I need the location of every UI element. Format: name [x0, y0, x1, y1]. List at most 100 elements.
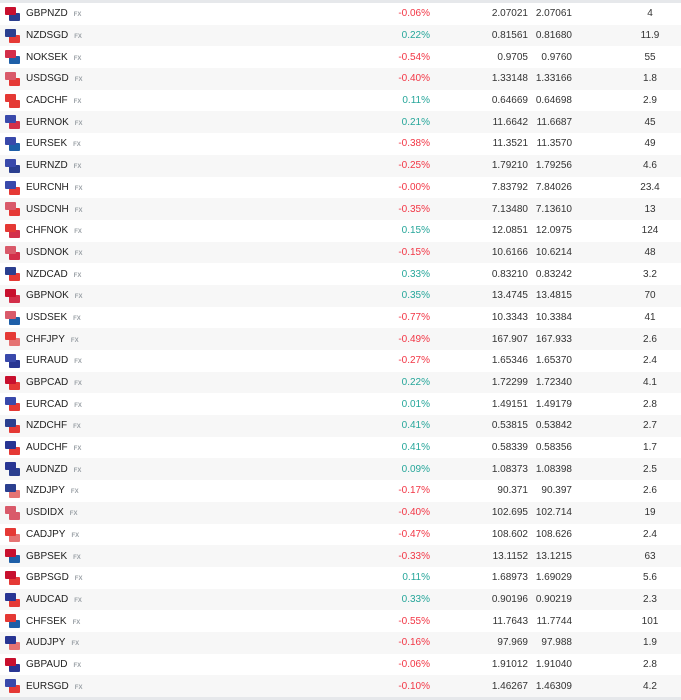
change-percent: 0.22% — [401, 30, 430, 42]
spread: 2.5 — [643, 463, 657, 475]
symbol-label: USDNOK — [26, 246, 69, 258]
symbol-name: USDSEK FX — [26, 312, 81, 323]
spread: 124 — [641, 225, 659, 237]
table-row[interactable]: NZDCHF FX 0.41% 0.53815 0.53842 2.7 — [0, 415, 681, 437]
ask-price: 0.64698 — [535, 95, 572, 107]
table-row[interactable]: CADJPY FX -0.47% 108.602 108.626 2.4 — [0, 524, 681, 546]
table-row[interactable]: GBPSGD FX 0.11% 1.68973 1.69029 5.6 — [0, 567, 681, 589]
market-tag: FX — [74, 597, 82, 604]
spread: 1.8 — [643, 73, 657, 85]
table-row[interactable]: GBPSEK FX -0.33% 13.1152 13.1215 63 — [0, 545, 681, 567]
table-row[interactable]: NZDJPY FX -0.17% 90.371 90.397 2.6 — [0, 480, 681, 502]
table-row[interactable]: CHFNOK FX 0.15% 12.0851 12.0975 124 — [0, 220, 681, 242]
symbol-name: CADCHF FX — [26, 95, 81, 106]
table-row[interactable]: GBPNZD FX -0.06% 2.07021 2.07061 4 — [0, 3, 681, 25]
bid-price: 11.6642 — [492, 116, 528, 128]
table-row[interactable]: USDIDX FX -0.40% 102.695 102.714 19 — [0, 501, 681, 524]
table-row[interactable]: GBPNOK FX 0.35% 13.4745 13.4815 70 — [0, 284, 681, 307]
change-percent: -0.47% — [398, 528, 430, 540]
market-tag: FX — [69, 511, 78, 518]
bid-price: 7.83792 — [491, 181, 528, 193]
bid-price: 102.695 — [491, 507, 528, 519]
symbol-label: CHFNOK — [26, 225, 69, 237]
table-row[interactable]: GBPCAD FX 0.22% 1.72299 1.72340 4.1 — [0, 371, 681, 394]
table-row[interactable]: CADCHF FX 0.11% 0.64669 0.64698 2.9 — [0, 90, 681, 112]
symbol-label: CADCHF — [26, 95, 68, 107]
table-row[interactable]: NZDCAD FX 0.33% 0.83210 0.83242 3.2 — [0, 263, 681, 285]
symbol-name: EURNOK FX — [26, 117, 82, 128]
symbol-name: GBPSEK FX — [26, 551, 81, 562]
table-row[interactable]: USDSGD FX -0.40% 1.33148 1.33166 1.8 — [0, 68, 681, 90]
change-percent: -0.06% — [398, 8, 430, 20]
symbol-name: GBPSGD FX — [26, 572, 82, 583]
ask-price: 0.83242 — [535, 268, 572, 280]
symbol-name: AUDNZD FX — [26, 464, 81, 475]
ask-price: 1.91040 — [535, 658, 572, 670]
ask-price: 0.9760 — [541, 51, 572, 63]
table-row[interactable]: EURCAD FX 0.01% 1.49151 1.49179 2.8 — [0, 393, 681, 415]
symbol-label: CADJPY — [26, 528, 66, 540]
spread: 63 — [644, 550, 656, 562]
ask-price: 90.397 — [541, 485, 572, 497]
spread: 2.6 — [643, 333, 657, 345]
currency-flag-icon — [5, 592, 20, 607]
bid-price: 10.6166 — [491, 246, 528, 258]
table-row[interactable]: EURAUD FX -0.27% 1.65346 1.65370 2.4 — [0, 350, 681, 372]
change-percent: 0.22% — [401, 377, 430, 389]
table-row[interactable]: GBPAUD FX -0.06% 1.91012 1.91040 2.8 — [0, 654, 681, 676]
market-tag: FX — [73, 164, 82, 171]
bid-price: 12.0851 — [491, 225, 528, 237]
market-tag: FX — [73, 12, 82, 19]
table-row[interactable]: EURNZD FX -0.25% 1.79210 1.79256 4.6 — [0, 154, 681, 177]
symbol-name: CHFSEK FX — [26, 616, 80, 627]
change-percent: 0.11% — [402, 572, 430, 584]
table-row[interactable]: EURSGD FX -0.10% 1.46267 1.46309 4.2 — [0, 675, 681, 697]
bid-price: 0.83210 — [491, 268, 528, 280]
table-row[interactable]: AUDCHF FX 0.41% 0.58339 0.58356 1.7 — [0, 437, 681, 459]
symbol-label: EURSEK — [26, 138, 68, 150]
currency-flag-icon — [5, 28, 20, 43]
symbol-name: GBPNOK FX — [26, 290, 82, 301]
symbol-label: USDSEK — [26, 311, 68, 323]
table-row[interactable]: CHFSEK FX -0.55% 11.7643 11.7744 101 — [0, 610, 681, 632]
bid-price: 1.91012 — [491, 658, 528, 670]
currency-flag-icon — [5, 440, 20, 455]
table-row[interactable]: EURSEK FX -0.38% 11.3521 11.3570 49 — [0, 133, 681, 155]
bid-price: 1.49151 — [491, 398, 528, 410]
change-percent: -0.16% — [398, 637, 430, 649]
change-percent: 0.33% — [401, 268, 430, 280]
table-row[interactable]: EURCNH FX -0.00% 7.83792 7.84026 23.4 — [0, 177, 681, 199]
table-row[interactable]: CHFJPY FX -0.49% 167.907 167.933 2.6 — [0, 328, 681, 350]
table-row[interactable]: USDSEK FX -0.77% 10.3343 10.3384 41 — [0, 307, 681, 329]
symbol-label: CHFSEK — [26, 615, 67, 627]
ask-price: 13.1215 — [535, 550, 572, 562]
ask-price: 7.84026 — [535, 181, 572, 193]
symbol-name: EURNZD FX — [26, 160, 81, 171]
market-tag: FX — [70, 337, 79, 344]
table-row[interactable]: EURNOK FX 0.21% 11.6642 11.6687 45 — [0, 111, 681, 134]
symbol-name: CHFJPY FX — [26, 334, 79, 345]
ask-price: 7.13610 — [535, 203, 572, 215]
ask-price: 10.6214 — [535, 246, 572, 258]
table-row[interactable]: NZDSGD FX 0.22% 0.81561 0.81680 11.9 — [0, 24, 681, 47]
table-row[interactable]: AUDCAD FX 0.33% 0.90196 0.90219 2.3 — [0, 588, 681, 611]
ask-price: 1.08398 — [535, 463, 572, 475]
change-percent: -0.00% — [398, 181, 430, 193]
table-row[interactable]: USDNOK FX -0.15% 10.6166 10.6214 48 — [0, 241, 681, 264]
symbol-label: EURNZD — [26, 160, 68, 172]
change-percent: 0.01% — [401, 398, 430, 410]
currency-flag-icon — [5, 310, 20, 325]
change-percent: 0.11% — [402, 95, 430, 107]
market-tag: FX — [71, 641, 80, 648]
spread: 1.7 — [643, 442, 657, 454]
ask-price: 0.53842 — [535, 420, 572, 432]
symbol-label: GBPNOK — [26, 290, 69, 302]
table-row[interactable]: NOKSEK FX -0.54% 0.9705 0.9760 55 — [0, 46, 681, 68]
table-row[interactable]: USDCNH FX -0.35% 7.13480 7.13610 13 — [0, 198, 681, 220]
symbol-label: EURSGD — [26, 680, 69, 692]
market-tag: FX — [74, 185, 83, 192]
market-tag: FX — [74, 576, 83, 583]
table-row[interactable]: AUDJPY FX -0.16% 97.969 97.988 1.9 — [0, 631, 681, 654]
change-percent: -0.35% — [398, 203, 430, 215]
table-row[interactable]: AUDNZD FX 0.09% 1.08373 1.08398 2.5 — [0, 458, 681, 481]
